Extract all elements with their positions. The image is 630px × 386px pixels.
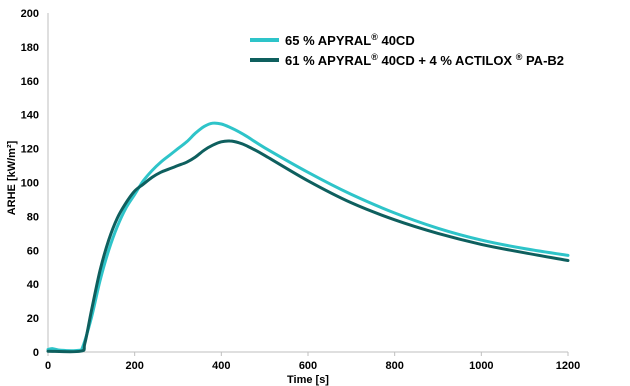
y-tick-label: 120 (21, 144, 39, 156)
x-tick-label: 200 (125, 360, 143, 372)
y-tick-label: 40 (27, 279, 39, 291)
y-tick-label: 100 (21, 178, 39, 190)
y-tick-label: 20 (27, 313, 39, 325)
series-line-1 (46, 121, 570, 353)
legend: 65 % APYRAL® 40CD 61 % APYRAL® 40CD + 4 %… (250, 32, 564, 68)
y-tick-label: 0 (33, 347, 39, 359)
y-tick-label: 140 (21, 110, 39, 122)
y-tick-label: 160 (21, 76, 39, 88)
series-line-2 (46, 139, 570, 354)
x-tick-label: 600 (299, 360, 317, 372)
x-axis-title: Time [s] (287, 374, 329, 386)
legend-label-2: 61 % APYRAL® 40CD + 4 % ACTILOX ® PA-B2 (285, 52, 564, 68)
series-layer (46, 121, 570, 354)
x-tick-label: 0 (45, 360, 51, 372)
x-tick-label: 800 (385, 360, 403, 372)
legend-label-1: 65 % APYRAL® 40CD (285, 32, 415, 48)
y-tick-label: 60 (27, 245, 39, 257)
y-tick-label: 180 (21, 42, 39, 54)
x-tick-label: 1000 (469, 360, 493, 372)
y-tick-label: 80 (27, 211, 39, 223)
x-tick-label: 400 (212, 360, 230, 372)
y-tick-label: 200 (21, 8, 39, 20)
chart-axes: 0 20 40 60 80 100 120 140 160 180 200 0 200 400 600 800… (21, 8, 581, 372)
y-axis-title: ARHE [kW/m²] (6, 140, 18, 215)
x-tick-label: 1200 (556, 360, 580, 372)
